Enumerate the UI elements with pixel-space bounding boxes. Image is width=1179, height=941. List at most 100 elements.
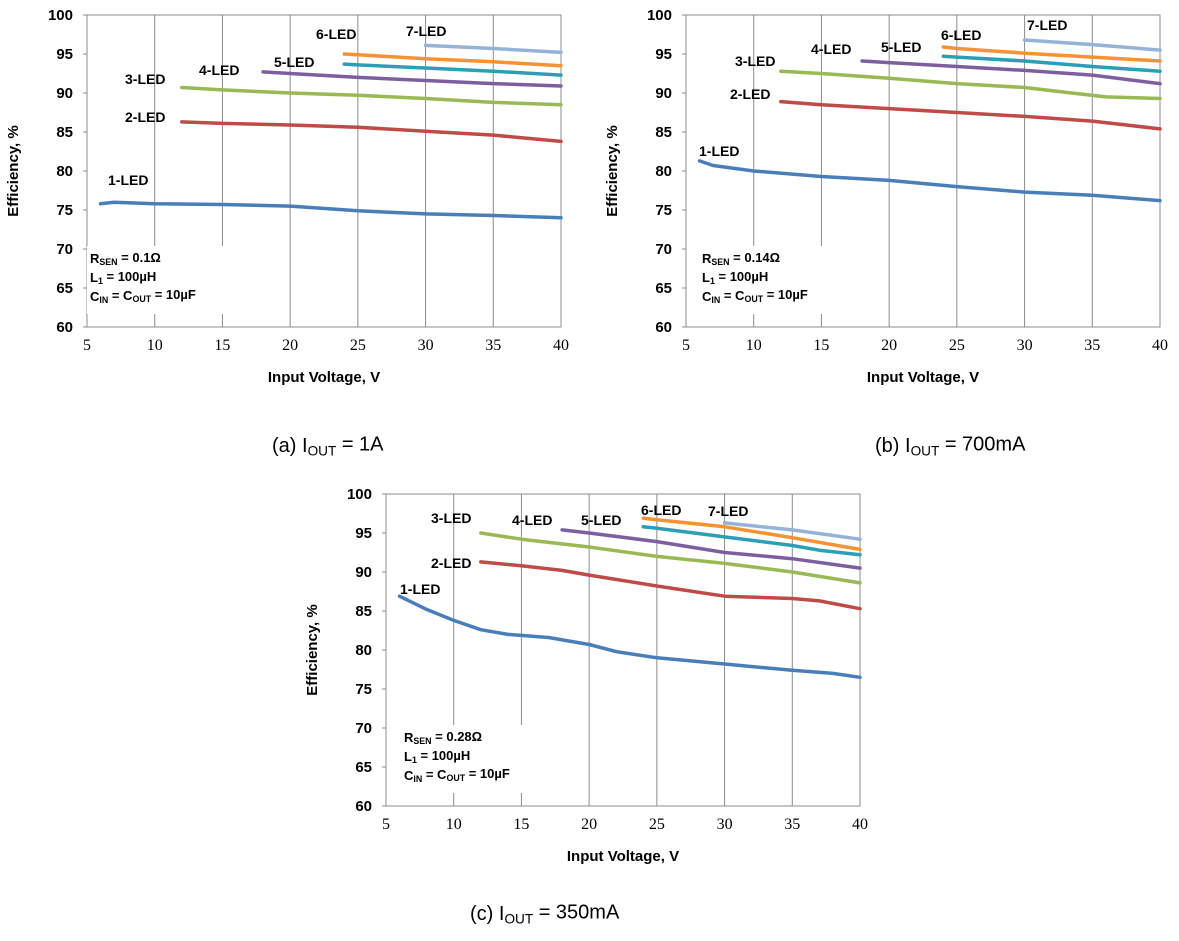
series-label-2-led: 2-LED xyxy=(431,555,471,571)
series-line-5-led xyxy=(342,62,563,77)
series-label-7-led: 7-LED xyxy=(708,503,748,519)
annotation-line: RSEN = 0.1Ω xyxy=(90,250,161,267)
y-tick-label: 70 xyxy=(655,241,672,258)
x-tick-label: 15 xyxy=(214,337,230,354)
y-tick-label: 70 xyxy=(355,720,372,737)
x-tick-label: 20 xyxy=(581,816,597,833)
x-tick-label: 30 xyxy=(418,337,434,354)
x-tick-label: 35 xyxy=(1084,337,1100,354)
x-tick-label: 35 xyxy=(784,816,800,833)
series-line-3-led xyxy=(479,531,862,585)
x-tick-label: 40 xyxy=(1152,337,1168,354)
y-tick-label: 80 xyxy=(655,163,672,180)
series-label-4-led: 4-LED xyxy=(811,41,851,57)
series-line-6-led xyxy=(641,516,862,552)
series-label-5-led: 5-LED xyxy=(274,54,314,70)
annotation-line: L1 = 100µH xyxy=(90,269,156,286)
y-tick-label: 85 xyxy=(56,124,73,141)
series-label-7-led: 7-LED xyxy=(1027,17,1067,33)
series-line-6-led xyxy=(342,52,563,68)
x-tick-label: 35 xyxy=(485,337,501,354)
series-label-6-led: 6-LED xyxy=(941,27,981,43)
series-label-6-led: 6-LED xyxy=(641,502,681,518)
series-line-4-led xyxy=(560,528,862,570)
series-line-7-led xyxy=(1022,38,1162,52)
series-line-1-led xyxy=(697,159,1162,203)
y-tick-label: 90 xyxy=(355,564,372,581)
x-tick-label: 10 xyxy=(746,337,762,354)
series-label-2-led: 2-LED xyxy=(125,109,165,125)
chart-caption-c: (c) IOUT = 350mA xyxy=(470,901,620,926)
x-axis-label: Input Voltage, V xyxy=(567,848,679,865)
annotation-line: CIN = COUT = 10µF xyxy=(702,287,808,305)
annotation-line: CIN = COUT = 10µF xyxy=(90,287,196,305)
series-label-6-led: 6-LED xyxy=(316,26,356,42)
series-line-5-led xyxy=(941,54,1162,73)
y-tick-label: 95 xyxy=(355,525,372,542)
y-tick-label: 100 xyxy=(48,7,73,24)
y-tick-label: 60 xyxy=(355,798,372,815)
x-tick-label: 30 xyxy=(1017,337,1033,354)
x-tick-label: 25 xyxy=(350,337,366,354)
x-tick-label: 5 xyxy=(83,337,91,354)
series-line-3-led xyxy=(779,69,1162,101)
series-line-7-led xyxy=(423,43,563,55)
series-line-6-led xyxy=(941,45,1162,63)
series-label-1-led: 1-LED xyxy=(400,581,440,597)
y-tick-label: 60 xyxy=(655,319,672,336)
series-label-5-led: 5-LED xyxy=(881,39,921,55)
annotation-line: CIN = COUT = 10µF xyxy=(404,766,510,784)
y-tick-label: 65 xyxy=(355,759,372,776)
series-line-4-led xyxy=(860,59,1162,86)
series-label-4-led: 4-LED xyxy=(199,62,239,78)
chart-caption-a: (a) IOUT = 1A xyxy=(272,433,384,458)
x-tick-label: 15 xyxy=(813,337,829,354)
x-tick-label: 20 xyxy=(881,337,897,354)
series-label-1-led: 1-LED xyxy=(108,172,148,188)
y-tick-label: 70 xyxy=(56,241,73,258)
series-line-7-led xyxy=(722,521,862,541)
x-tick-label: 30 xyxy=(717,816,733,833)
y-axis-label: Efficiency, % xyxy=(304,604,321,695)
x-tick-label: 15 xyxy=(513,816,529,833)
y-tick-label: 95 xyxy=(56,46,73,63)
chart-panel-b: 60 65 70 75 80 85 90 95 100 5 10 15 20 25 30 35 40 Input … xyxy=(604,7,1168,386)
series-line-1-led xyxy=(98,200,563,220)
y-axis-label: Efficiency, % xyxy=(604,125,621,216)
x-tick-label: 25 xyxy=(949,337,965,354)
annotation-line: L1 = 100µH xyxy=(702,269,768,286)
series-label-2-led: 2-LED xyxy=(730,86,770,102)
x-tick-label: 20 xyxy=(282,337,298,354)
y-tick-label: 100 xyxy=(647,7,672,24)
y-axis-label: Efficiency, % xyxy=(5,125,22,216)
series-line-2-led xyxy=(779,99,1162,131)
series-label-3-led: 3-LED xyxy=(735,53,775,69)
x-tick-label: 10 xyxy=(446,816,462,833)
x-tick-label: 5 xyxy=(682,337,690,354)
y-tick-label: 75 xyxy=(56,202,73,219)
y-tick-label: 85 xyxy=(655,124,672,141)
y-tick-label: 80 xyxy=(355,642,372,659)
x-tick-label: 40 xyxy=(553,337,569,354)
series-line-3-led xyxy=(180,85,563,107)
series-label-4-led: 4-LED xyxy=(512,512,552,528)
y-tick-label: 75 xyxy=(655,202,672,219)
x-tick-label: 10 xyxy=(147,337,163,354)
y-tick-label: 90 xyxy=(655,85,672,102)
y-tick-label: 90 xyxy=(56,85,73,102)
series-line-2-led xyxy=(479,560,862,611)
x-axis-label: Input Voltage, V xyxy=(268,369,380,386)
annotation-box xyxy=(401,725,571,793)
y-tick-label: 85 xyxy=(355,603,372,620)
annotation-box xyxy=(699,246,869,314)
x-tick-label: 25 xyxy=(649,816,665,833)
y-tick-label: 100 xyxy=(347,486,372,503)
x-tick-label: 5 xyxy=(382,816,390,833)
x-tick-label: 40 xyxy=(852,816,868,833)
y-tick-label: 95 xyxy=(655,46,672,63)
series-label-1-led: 1-LED xyxy=(699,143,739,159)
series-label-3-led: 3-LED xyxy=(431,510,471,526)
annotation-line: RSEN = 0.14Ω xyxy=(702,250,780,267)
chart-caption-b: (b) IOUT = 700mA xyxy=(875,433,1026,458)
